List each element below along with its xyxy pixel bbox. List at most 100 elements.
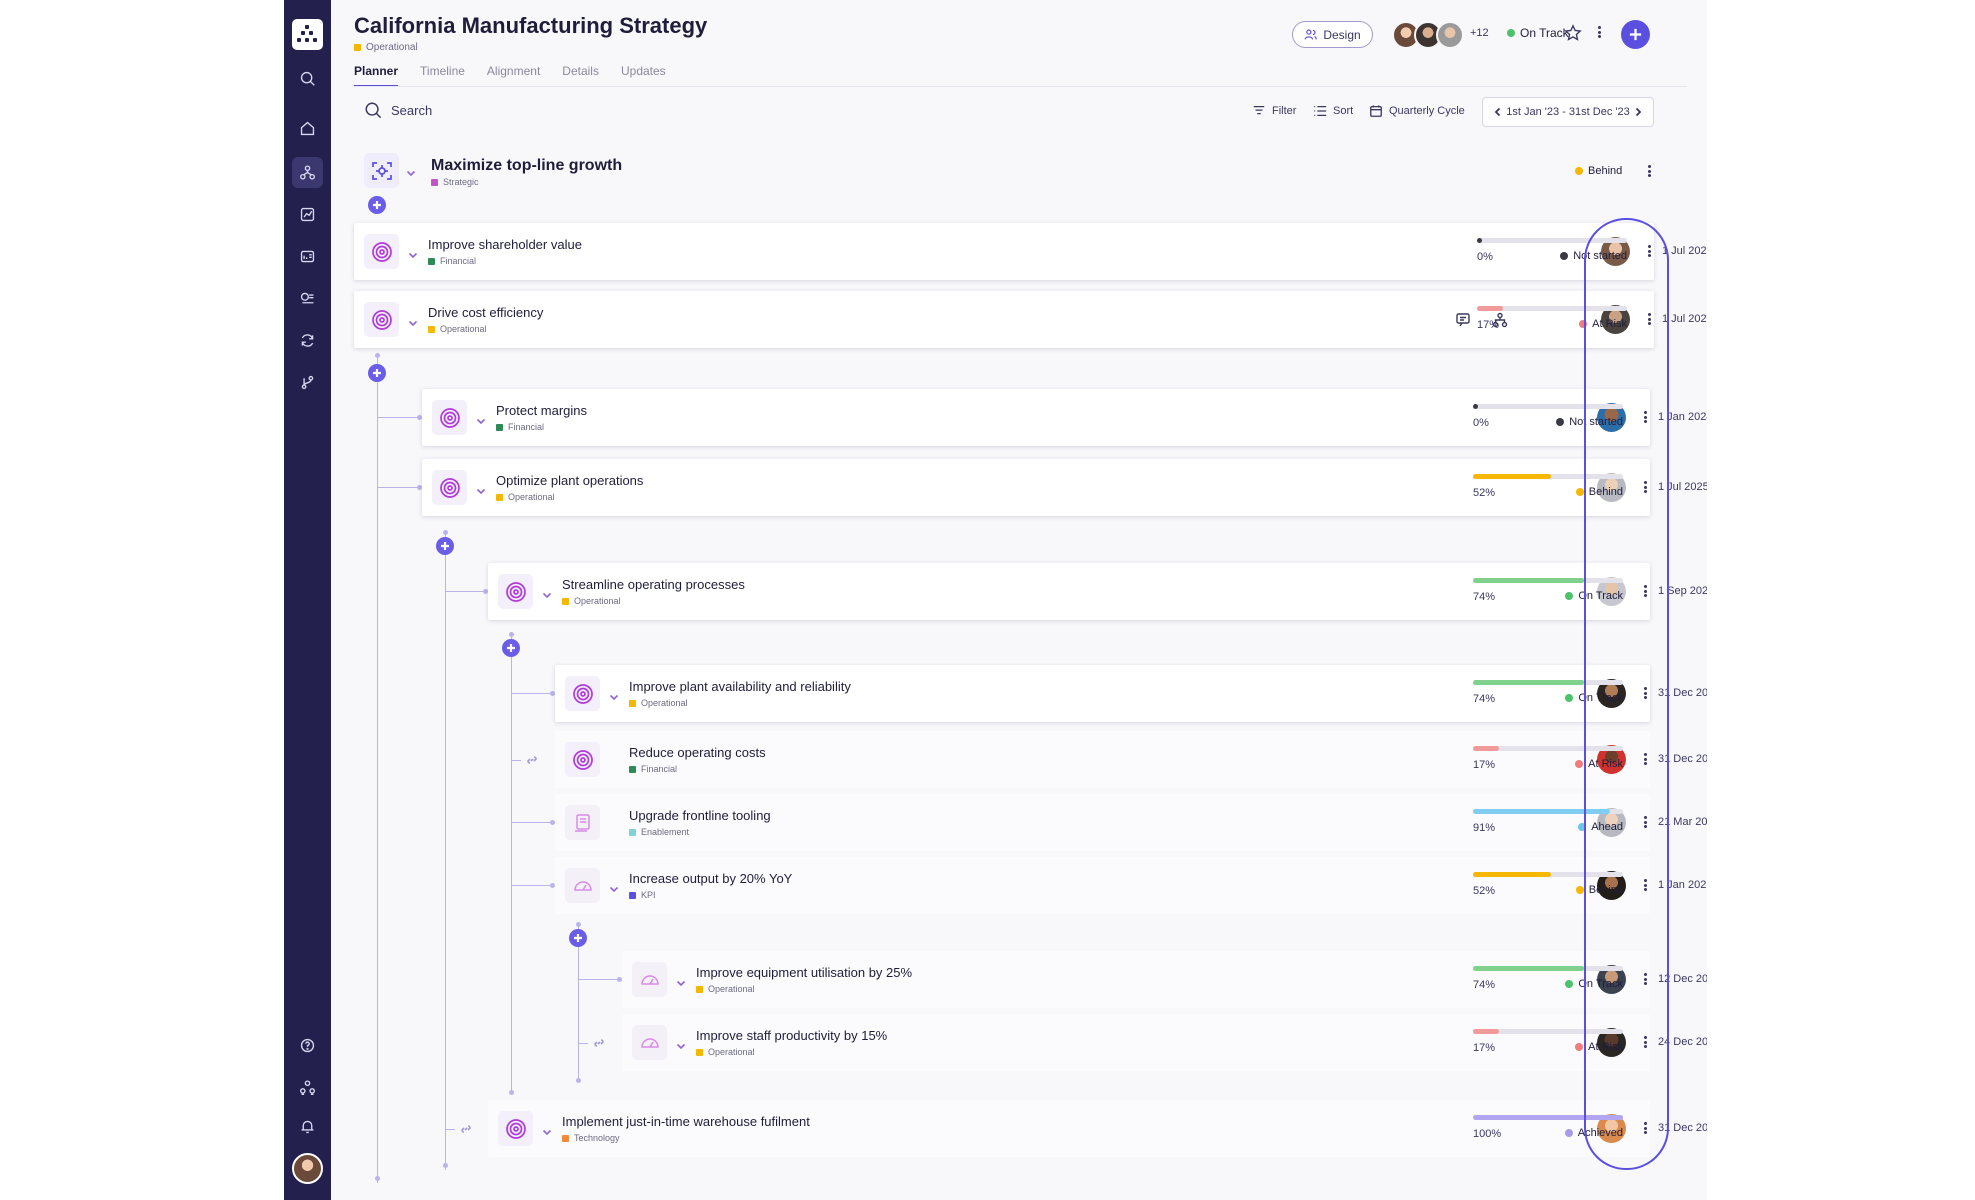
chevron-down-icon[interactable] — [542, 1124, 552, 1136]
chart-icon[interactable] — [292, 199, 323, 230]
goal-name[interactable]: Implement just-in-time warehouse fufilme… — [562, 1114, 810, 1129]
goal-name[interactable]: Protect margins — [496, 403, 588, 418]
goal-name[interactable]: Improve shareholder value — [428, 237, 582, 252]
goal-row[interactable]: Improve staff productivity by 15% Operat… — [622, 1014, 1707, 1071]
more-icon[interactable] — [1642, 814, 1648, 830]
team-icon[interactable] — [292, 1072, 323, 1103]
add-child-button[interactable] — [368, 196, 386, 214]
add-child-button[interactable] — [569, 929, 587, 947]
more-icon[interactable] — [1642, 971, 1648, 987]
goal-row[interactable]: Improve plant availability and reliabili… — [555, 665, 1707, 722]
more-icon[interactable] — [1642, 1120, 1648, 1136]
more-icon[interactable] — [1642, 479, 1648, 495]
dashboard-icon[interactable] — [292, 241, 323, 272]
home-icon[interactable] — [292, 113, 323, 144]
status-dot — [1507, 29, 1515, 37]
hierarchy-icon[interactable] — [292, 157, 323, 188]
status-badge[interactable]: On Track — [1507, 26, 1569, 40]
more-icon[interactable] — [1642, 877, 1648, 893]
star-icon[interactable] — [1564, 24, 1584, 44]
filter-button[interactable]: Filter — [1252, 104, 1296, 118]
chevron-down-icon[interactable] — [676, 1038, 686, 1050]
link-icon[interactable] — [525, 753, 539, 767]
goal-name[interactable]: Upgrade frontline tooling — [629, 808, 771, 823]
tab-updates[interactable]: Updates — [620, 64, 666, 78]
add-child-button[interactable] — [436, 537, 454, 555]
tab-timeline[interactable]: Timeline — [420, 64, 465, 78]
more-icon[interactable] — [1642, 751, 1648, 767]
goal-name[interactable]: Increase output by 20% YoY — [629, 871, 793, 886]
reports-icon[interactable] — [292, 283, 323, 314]
chevron-down-icon[interactable] — [408, 247, 418, 259]
plus-icon — [373, 201, 381, 209]
more-icon[interactable] — [1642, 409, 1648, 425]
search-icon[interactable] — [292, 63, 323, 94]
design-button[interactable]: Design — [1292, 21, 1373, 48]
tab-planner[interactable]: Planner — [354, 64, 399, 87]
chevron-left-icon[interactable] — [1493, 107, 1503, 117]
goal-name[interactable]: Improve plant availability and reliabili… — [629, 679, 851, 694]
link-icon[interactable] — [592, 1036, 606, 1050]
avatar[interactable] — [292, 1153, 323, 1184]
due-date: 1 Jan 2025 — [1658, 879, 1707, 891]
tab-alignment[interactable]: Alignment — [486, 64, 541, 78]
goal-row[interactable]: Increase output by 20% YoY KPI 1 Jan 202… — [555, 857, 1707, 914]
app-logo[interactable] — [292, 19, 323, 50]
chevron-down-icon[interactable] — [609, 881, 619, 893]
chevron-down-icon[interactable] — [542, 587, 552, 599]
goal-name[interactable]: Streamline operating processes — [562, 577, 745, 592]
plus-icon — [373, 369, 381, 377]
sort-button[interactable]: Sort — [1313, 104, 1353, 118]
search-input[interactable]: Search — [364, 101, 432, 119]
due-date: 1 Jul 2025 — [1662, 313, 1707, 325]
refresh-icon[interactable] — [292, 325, 323, 356]
link-icon[interactable] — [459, 1122, 473, 1136]
more-icon[interactable] — [1642, 1034, 1648, 1050]
more-icon[interactable] — [1642, 685, 1648, 701]
add-child-button[interactable] — [502, 639, 520, 657]
status-dot — [1556, 418, 1565, 426]
hierarchy-icon[interactable] — [1492, 312, 1508, 328]
goal-name[interactable]: Drive cost efficiency — [428, 305, 544, 320]
more-icon[interactable] — [1642, 583, 1648, 599]
comment-icon[interactable] — [1455, 312, 1471, 328]
progress-fill — [1473, 680, 1584, 685]
chevron-down-icon[interactable] — [406, 165, 416, 177]
goal-row[interactable]: Improve shareholder value Financial 1 Ju… — [354, 223, 1707, 280]
goal-row[interactable]: Upgrade frontline tooling Enablement 21 … — [555, 794, 1707, 851]
chevron-down-icon[interactable] — [609, 689, 619, 701]
goal-row[interactable]: Optimize plant operations Operational 1 … — [422, 459, 1707, 516]
branch-icon[interactable] — [292, 367, 323, 398]
goal-status-label: Behind — [1588, 165, 1623, 177]
tab-details[interactable]: Details — [562, 64, 599, 78]
more-icon[interactable] — [1596, 24, 1602, 40]
cycle-button[interactable]: Quarterly Cycle — [1369, 104, 1465, 118]
chevron-down-icon[interactable] — [476, 413, 486, 425]
goal-name[interactable]: Reduce operating costs — [629, 745, 766, 760]
goal-row[interactable]: Improve equipment utilisation by 25% Ope… — [622, 951, 1707, 1008]
help-icon[interactable] — [292, 1030, 323, 1061]
extra-members-count[interactable]: +12 — [1470, 27, 1489, 39]
goal-title[interactable]: Maximize top-line growth — [431, 157, 623, 174]
chevron-down-icon[interactable] — [676, 975, 686, 987]
add-button[interactable] — [1621, 20, 1650, 49]
goal-row[interactable]: Implement just-in-time warehouse fufilme… — [488, 1100, 1707, 1157]
tree-node-dot — [417, 415, 422, 420]
goal-row[interactable]: Reduce operating costs Financial 31 Dec … — [555, 731, 1707, 788]
chevron-down-icon[interactable] — [476, 483, 486, 495]
more-icon[interactable] — [1646, 243, 1652, 259]
more-icon[interactable] — [1646, 163, 1652, 179]
chevron-down-icon[interactable] — [408, 315, 418, 327]
date-range-picker[interactable]: 1st Jan '23 - 31st Dec '23 — [1482, 97, 1654, 127]
goal-row[interactable]: Protect margins Financial 1 Jan 2024 0% … — [422, 389, 1707, 446]
goal-row[interactable]: Streamline operating processes Operation… — [488, 563, 1707, 620]
bell-icon[interactable] — [292, 1111, 323, 1142]
goal-name[interactable]: Improve equipment utilisation by 25% — [696, 965, 913, 980]
member-avatars[interactable] — [1392, 21, 1464, 49]
add-child-button[interactable] — [368, 364, 386, 382]
goal-name[interactable]: Optimize plant operations — [496, 473, 644, 488]
goal-name[interactable]: Improve staff productivity by 15% — [696, 1028, 888, 1043]
more-icon[interactable] — [1646, 311, 1652, 327]
goal-row[interactable]: Drive cost efficiency Operational 1 Jul … — [354, 291, 1707, 348]
chevron-right-icon[interactable] — [1633, 107, 1643, 117]
